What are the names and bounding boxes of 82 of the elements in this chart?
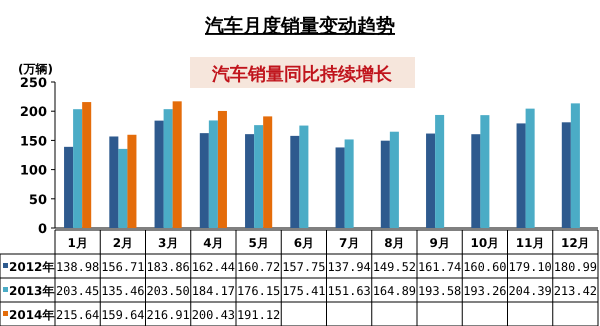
bar bbox=[208, 120, 218, 228]
x-tick-label: 1月 bbox=[67, 236, 88, 250]
data-label: 179.10 bbox=[508, 260, 552, 274]
x-tick-label: 12月 bbox=[561, 236, 590, 250]
y-tick-label: 100 bbox=[20, 164, 47, 179]
data-label: 203.45 bbox=[56, 284, 100, 298]
data-label: 135.46 bbox=[101, 284, 145, 298]
bar bbox=[480, 115, 490, 228]
bar bbox=[471, 134, 480, 228]
bar bbox=[82, 102, 92, 228]
bar bbox=[526, 108, 535, 228]
bar bbox=[154, 120, 164, 228]
bar bbox=[263, 116, 272, 228]
chart-title: 汽车月度销量变动趋势 bbox=[204, 15, 395, 37]
y-axis-title: (万辆) bbox=[18, 62, 53, 76]
bar bbox=[426, 134, 436, 228]
data-label: 157.75 bbox=[282, 260, 326, 274]
data-label: 160.72 bbox=[236, 260, 280, 274]
data-label: 161.74 bbox=[418, 260, 462, 274]
data-label: 159.64 bbox=[101, 308, 145, 322]
bar bbox=[435, 114, 444, 228]
bar bbox=[390, 132, 399, 228]
bar bbox=[516, 123, 526, 228]
x-tick-label: 5月 bbox=[248, 236, 269, 250]
data-label: 193.26 bbox=[463, 284, 507, 298]
data-label: 164.89 bbox=[372, 284, 416, 298]
y-tick-label: 200 bbox=[20, 105, 47, 120]
bar bbox=[64, 146, 74, 228]
data-label: 183.86 bbox=[146, 260, 190, 274]
data-label: 162.44 bbox=[192, 260, 236, 274]
bar bbox=[290, 136, 300, 228]
data-label: 137.94 bbox=[327, 260, 371, 274]
data-label: 138.98 bbox=[56, 260, 100, 274]
data-label: 180.99 bbox=[554, 260, 598, 274]
x-tick-label: 4月 bbox=[203, 236, 224, 250]
data-label: 160.60 bbox=[463, 260, 507, 274]
x-tick-label: 7月 bbox=[338, 236, 360, 250]
bar bbox=[172, 101, 182, 228]
bar bbox=[73, 109, 82, 228]
x-tick-label: 10月 bbox=[470, 236, 500, 250]
bar bbox=[344, 139, 354, 228]
chart-subtitle: 汽车销量同比持续增长 bbox=[211, 64, 393, 85]
x-tick-label: 9月 bbox=[429, 236, 450, 250]
legend-label: 2012年 bbox=[9, 260, 54, 274]
y-tick-label: 150 bbox=[20, 134, 47, 150]
y-tick-label: 50 bbox=[28, 192, 47, 208]
data-label: 204.39 bbox=[508, 284, 552, 298]
data-label: 200.43 bbox=[192, 308, 236, 322]
bar bbox=[570, 103, 580, 228]
bar bbox=[254, 125, 264, 228]
bar bbox=[200, 133, 209, 228]
bar bbox=[127, 134, 136, 228]
bar bbox=[336, 147, 345, 228]
x-tick-label: 11月 bbox=[516, 236, 544, 250]
bar bbox=[380, 140, 390, 228]
x-tick-label: 6月 bbox=[294, 236, 314, 250]
bar bbox=[562, 122, 571, 228]
data-label: 184.17 bbox=[192, 284, 236, 298]
y-tick-label: 0 bbox=[38, 222, 47, 237]
data-label: 216.91 bbox=[146, 308, 190, 322]
data-label: 213.42 bbox=[554, 284, 598, 298]
x-tick-label: 3月 bbox=[158, 236, 178, 250]
bar bbox=[118, 148, 128, 228]
y-tick-label: 250 bbox=[20, 76, 47, 91]
bar bbox=[218, 110, 227, 228]
data-label: 156.71 bbox=[101, 260, 145, 274]
legend-label: 2014年 bbox=[9, 308, 54, 322]
data-label: 175.41 bbox=[282, 284, 326, 298]
bar bbox=[109, 136, 118, 228]
data-label: 193.58 bbox=[418, 284, 462, 298]
bar bbox=[245, 134, 254, 228]
data-label: 151.63 bbox=[327, 284, 371, 298]
x-tick-label: 2月 bbox=[112, 236, 134, 250]
data-label: 176.15 bbox=[236, 284, 280, 298]
bar bbox=[299, 126, 308, 228]
legend-label: 2013年 bbox=[9, 284, 54, 298]
data-label: 215.64 bbox=[56, 308, 100, 322]
data-label: 149.52 bbox=[372, 260, 416, 274]
x-tick-label: 8月 bbox=[384, 236, 405, 250]
data-label: 191.12 bbox=[236, 308, 280, 322]
bar bbox=[164, 109, 173, 228]
data-label: 203.50 bbox=[146, 284, 190, 298]
